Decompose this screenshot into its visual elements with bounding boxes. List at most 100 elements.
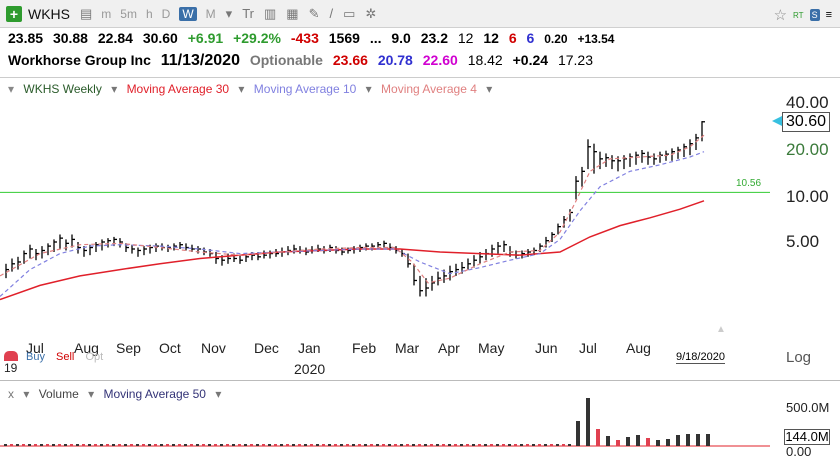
x-tick: Dec [254, 340, 279, 356]
chevron-down-icon[interactable]: ▾ [365, 82, 372, 96]
price-chart-area[interactable] [0, 77, 840, 380]
volume-bar [136, 444, 139, 446]
volume-bar [484, 444, 487, 446]
quote-date: 11/13/2020 [160, 52, 240, 69]
volume-bar [82, 444, 85, 446]
quote2-v6: 17.23 [557, 52, 593, 68]
volume-bar [394, 444, 397, 446]
volume-bar [676, 435, 680, 446]
star-icon[interactable]: ☆ [773, 7, 788, 24]
log-button[interactable]: Log [786, 349, 812, 366]
company-name: Workhorse Group Inc [8, 52, 151, 68]
volume-panel[interactable] [0, 380, 840, 462]
quote-change-pct: +29.2% [233, 30, 281, 46]
x-tick: Jan [298, 340, 321, 356]
order-icon[interactable] [4, 351, 18, 361]
volume-bar [606, 436, 610, 446]
volume-chart-svg [0, 398, 770, 447]
volume-label[interactable]: Volume [38, 387, 79, 401]
volume-bar [142, 444, 145, 446]
stack-icon[interactable]: ▤ [80, 5, 93, 21]
price-chart-svg [0, 121, 770, 301]
chevron-down-icon[interactable]: ▾ [486, 82, 493, 96]
scroll-up-icon[interactable]: ▲ [716, 324, 726, 335]
chevron-down-icon[interactable]: ▾ [111, 82, 118, 96]
cursor-date: 9/18/2020 [676, 351, 725, 364]
chevron-down-icon[interactable]: ▾ [23, 387, 30, 401]
volume-bar [436, 444, 439, 446]
x-tick: Sep [116, 340, 141, 356]
volume-bar [76, 444, 79, 446]
timeframe-m[interactable]: m [101, 6, 112, 21]
quote-last: 30.60 [142, 30, 178, 46]
timeframe-5m[interactable]: 5m [120, 6, 137, 21]
volume-bar [238, 444, 241, 446]
chart-type-icon[interactable]: ▾ [225, 5, 233, 21]
volume-bar [58, 444, 61, 446]
vol-tick-0: 0.00 [786, 444, 812, 459]
quote-f6: 12 [457, 30, 474, 46]
chevron-down-icon[interactable]: ▾ [238, 82, 245, 96]
sell-button[interactable]: Sell [56, 351, 75, 363]
pen-icon[interactable]: / [329, 6, 334, 21]
symbol-field[interactable]: WKHS [28, 5, 70, 22]
volume-bar [556, 444, 559, 446]
menu-icon[interactable]: ≡ [825, 9, 832, 21]
toolbar-right: ☆ RT S ≡ [774, 6, 832, 24]
s-badge[interactable]: S [809, 9, 820, 21]
ma4-line [0, 134, 705, 284]
grid-icon[interactable]: ▦ [286, 5, 299, 21]
y-tick-20: 20.00 [786, 140, 829, 159]
quote-f7: 12 [483, 30, 499, 46]
bar-chart-icon[interactable]: ▥ [263, 5, 277, 21]
legend-series[interactable]: WKHS Weekly [23, 82, 102, 96]
x-tick: Apr [438, 340, 460, 356]
chevron-down-icon[interactable]: ▾ [215, 387, 222, 401]
volume-bar [256, 444, 259, 446]
volume-bar [232, 444, 235, 446]
volume-bar [118, 444, 121, 446]
volume-bar [596, 429, 600, 446]
edit-icon[interactable]: ✎ [308, 5, 320, 21]
legend-ma30[interactable]: Moving Average 30 [126, 82, 230, 96]
volume-bar [576, 421, 580, 446]
add-symbol-icon[interactable]: + [6, 5, 22, 22]
quote-change: +6.91 [187, 30, 224, 46]
text-tool-icon[interactable]: Tr [242, 6, 254, 21]
buy-button[interactable]: Buy [26, 351, 45, 363]
volume-bar [562, 444, 565, 446]
quote-f1: -433 [290, 30, 319, 46]
volume-bar [292, 444, 295, 446]
y-tick-5: 5.00 [786, 232, 820, 251]
timeframe-d[interactable]: D [161, 6, 171, 21]
volume-bar [154, 444, 157, 446]
timeframe-mo[interactable]: M [205, 6, 216, 21]
volume-bar [34, 444, 37, 446]
volume-bar [94, 444, 97, 446]
close-icon[interactable]: x [8, 387, 14, 401]
volume-ma-label[interactable]: Moving Average 50 [103, 387, 206, 401]
x-tick: Jul [26, 340, 44, 356]
quote2-v5: +0.24 [512, 52, 549, 68]
legend-ma10[interactable]: Moving Average 10 [253, 82, 357, 96]
legend-ma4[interactable]: Moving Average 4 [381, 82, 477, 96]
volume-bar [460, 444, 463, 446]
volume-bar [274, 444, 277, 446]
timeframe-w[interactable]: W [179, 6, 197, 21]
volume-bar [666, 439, 670, 446]
settings-icon[interactable]: ✲ [365, 5, 377, 21]
comment-icon[interactable]: ▭ [343, 5, 356, 21]
volume-bar [550, 444, 553, 446]
volume-bar [64, 444, 67, 446]
legend-expand-icon[interactable]: ▾ [8, 82, 15, 96]
opt-button[interactable]: Opt [85, 351, 104, 363]
volume-bar [214, 444, 217, 446]
volume-bar [208, 444, 211, 446]
volume-bar [10, 444, 13, 446]
volume-bar [358, 444, 361, 446]
volume-bar [226, 444, 229, 446]
volume-bar [538, 444, 541, 446]
chevron-down-icon[interactable]: ▾ [88, 387, 95, 401]
quote2-v3: 22.60 [422, 52, 458, 68]
timeframe-h[interactable]: h [145, 6, 153, 21]
